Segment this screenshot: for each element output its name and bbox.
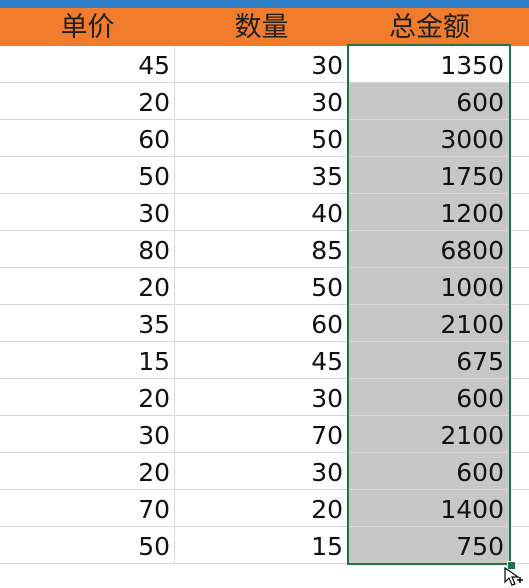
cell-empty[interactable]: [511, 379, 529, 416]
cell-empty[interactable]: [511, 305, 529, 342]
cell-unit-price[interactable]: 80: [0, 231, 175, 268]
cell-total[interactable]: 750: [348, 527, 511, 564]
table-row: 35 60 2100: [0, 305, 529, 342]
cell-unit-price[interactable]: 60: [0, 120, 175, 157]
cell-total[interactable]: 600: [348, 453, 511, 490]
cell-empty[interactable]: [511, 490, 529, 527]
cell-total[interactable]: 1000: [348, 268, 511, 305]
cell-unit-price[interactable]: 20: [0, 83, 175, 120]
cell-quantity[interactable]: 15: [175, 527, 348, 564]
cell-total[interactable]: 6800: [348, 231, 511, 268]
cell-total[interactable]: 2100: [348, 305, 511, 342]
cell-total[interactable]: 2100: [348, 416, 511, 453]
spreadsheet-grid[interactable]: 单价 数量 总金额 45 30 1350 20 30 600 60 50 3000 50 35 175…: [0, 8, 529, 586]
table-row: 20 30 600: [0, 453, 529, 490]
cell-empty[interactable]: [511, 83, 529, 120]
cell-empty[interactable]: [511, 46, 529, 83]
table-row: 60 50 3000: [0, 120, 529, 157]
cell-total[interactable]: 600: [348, 83, 511, 120]
table-row: 30 40 1200: [0, 194, 529, 231]
cell-quantity[interactable]: 35: [175, 157, 348, 194]
cell-empty[interactable]: [511, 342, 529, 379]
table-row: 20 30 600: [0, 379, 529, 416]
header-row: 单价 数量 总金额: [0, 8, 529, 46]
cell-total[interactable]: 600: [348, 379, 511, 416]
table-row: 20 30 600: [0, 83, 529, 120]
cell-total[interactable]: 1750: [348, 157, 511, 194]
cell-total[interactable]: 675: [348, 342, 511, 379]
cell-quantity[interactable]: 50: [175, 268, 348, 305]
data-rows: 45 30 1350 20 30 600 60 50 3000 50 35 1750 30 40 1200 8…: [0, 46, 529, 564]
table-row: 70 20 1400: [0, 490, 529, 527]
cell-empty[interactable]: [511, 268, 529, 305]
header-unit-price[interactable]: 单价: [60, 12, 115, 43]
cell-quantity[interactable]: 45: [175, 342, 348, 379]
cell-unit-price[interactable]: 35: [0, 305, 175, 342]
cell-empty[interactable]: [511, 416, 529, 453]
cell-quantity[interactable]: 50: [175, 120, 348, 157]
cell-quantity[interactable]: 85: [175, 231, 348, 268]
cell-unit-price[interactable]: 15: [0, 342, 175, 379]
cell-unit-price[interactable]: 30: [0, 416, 175, 453]
cell-quantity[interactable]: 30: [175, 453, 348, 490]
cell-unit-price[interactable]: 50: [0, 527, 175, 564]
cell-total[interactable]: 1200: [348, 194, 511, 231]
cell-quantity[interactable]: 30: [175, 83, 348, 120]
table-row: 50 35 1750: [0, 157, 529, 194]
table-row: 45 30 1350: [0, 46, 529, 83]
cell-unit-price[interactable]: 30: [0, 194, 175, 231]
fill-handle[interactable]: [507, 561, 516, 570]
table-row: 30 70 2100: [0, 416, 529, 453]
table-row: 80 85 6800: [0, 231, 529, 268]
table-row: 15 45 675: [0, 342, 529, 379]
cell-empty[interactable]: [511, 120, 529, 157]
cell-total[interactable]: 1400: [348, 490, 511, 527]
table-row: 20 50 1000: [0, 268, 529, 305]
cell-unit-price[interactable]: 50: [0, 157, 175, 194]
cell-quantity[interactable]: 40: [175, 194, 348, 231]
cell-empty[interactable]: [511, 527, 529, 564]
cell-unit-price[interactable]: 20: [0, 268, 175, 305]
cell-unit-price[interactable]: 20: [0, 379, 175, 416]
header-quantity[interactable]: 数量: [234, 12, 289, 43]
cell-quantity[interactable]: 30: [175, 379, 348, 416]
cell-unit-price[interactable]: 20: [0, 453, 175, 490]
cell-quantity[interactable]: 70: [175, 416, 348, 453]
cell-empty[interactable]: [511, 194, 529, 231]
move-cursor-icon: [504, 566, 523, 586]
header-total-amount[interactable]: 总金额: [389, 12, 470, 43]
table-row: 50 15 750: [0, 527, 529, 564]
cell-unit-price[interactable]: 70: [0, 490, 175, 527]
cell-empty[interactable]: [511, 231, 529, 268]
cell-quantity[interactable]: 30: [175, 46, 348, 83]
cell-unit-price[interactable]: 45: [0, 46, 175, 83]
cell-empty[interactable]: [511, 157, 529, 194]
cell-quantity[interactable]: 60: [175, 305, 348, 342]
cell-quantity[interactable]: 20: [175, 490, 348, 527]
window-top-bar: [0, 0, 529, 8]
active-cell-total[interactable]: 1350: [348, 46, 511, 83]
cell-empty[interactable]: [511, 453, 529, 490]
cell-total[interactable]: 3000: [348, 120, 511, 157]
